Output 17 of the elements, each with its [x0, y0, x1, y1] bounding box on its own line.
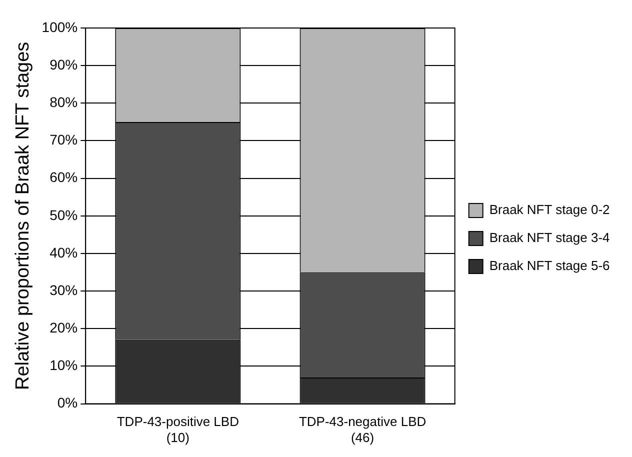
y-tick-label: 80% [50, 94, 78, 110]
legend-label: Braak NFT stage 5-6 [489, 258, 610, 274]
legend-label: Braak NFT stage 0-2 [489, 202, 610, 218]
y-tick-label: 60% [50, 169, 78, 186]
legend-label: Braak NFT stage 3-4 [489, 230, 610, 246]
y-tick-label: 0% [57, 394, 78, 411]
y-tick-label: 70% [50, 132, 78, 148]
y-axis-title: Relative proportions of Braak NFT stages [12, 42, 34, 390]
y-tick-label: 20% [50, 320, 78, 336]
y-tick-label: 10% [50, 357, 78, 374]
y-tick-label: 40% [50, 244, 78, 260]
y-tick-label: 90% [50, 56, 78, 72]
y-tick-label: 50% [50, 206, 78, 223]
y-tick-label: 100% [42, 18, 78, 35]
y-tick-label: 30% [50, 282, 78, 298]
x-tick-label: TDP-43-positive LBD (10) [116, 414, 239, 445]
x-tick-label: TDP-43-negative LBD (46) [298, 414, 426, 445]
